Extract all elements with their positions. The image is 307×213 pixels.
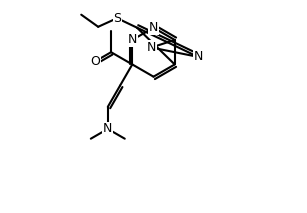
Text: N: N [147,41,156,54]
Text: O: O [90,55,100,68]
Text: N: N [128,33,137,46]
Text: N: N [103,122,112,135]
Text: N: N [193,50,203,63]
Text: S: S [113,12,121,25]
Text: N: N [149,21,158,34]
